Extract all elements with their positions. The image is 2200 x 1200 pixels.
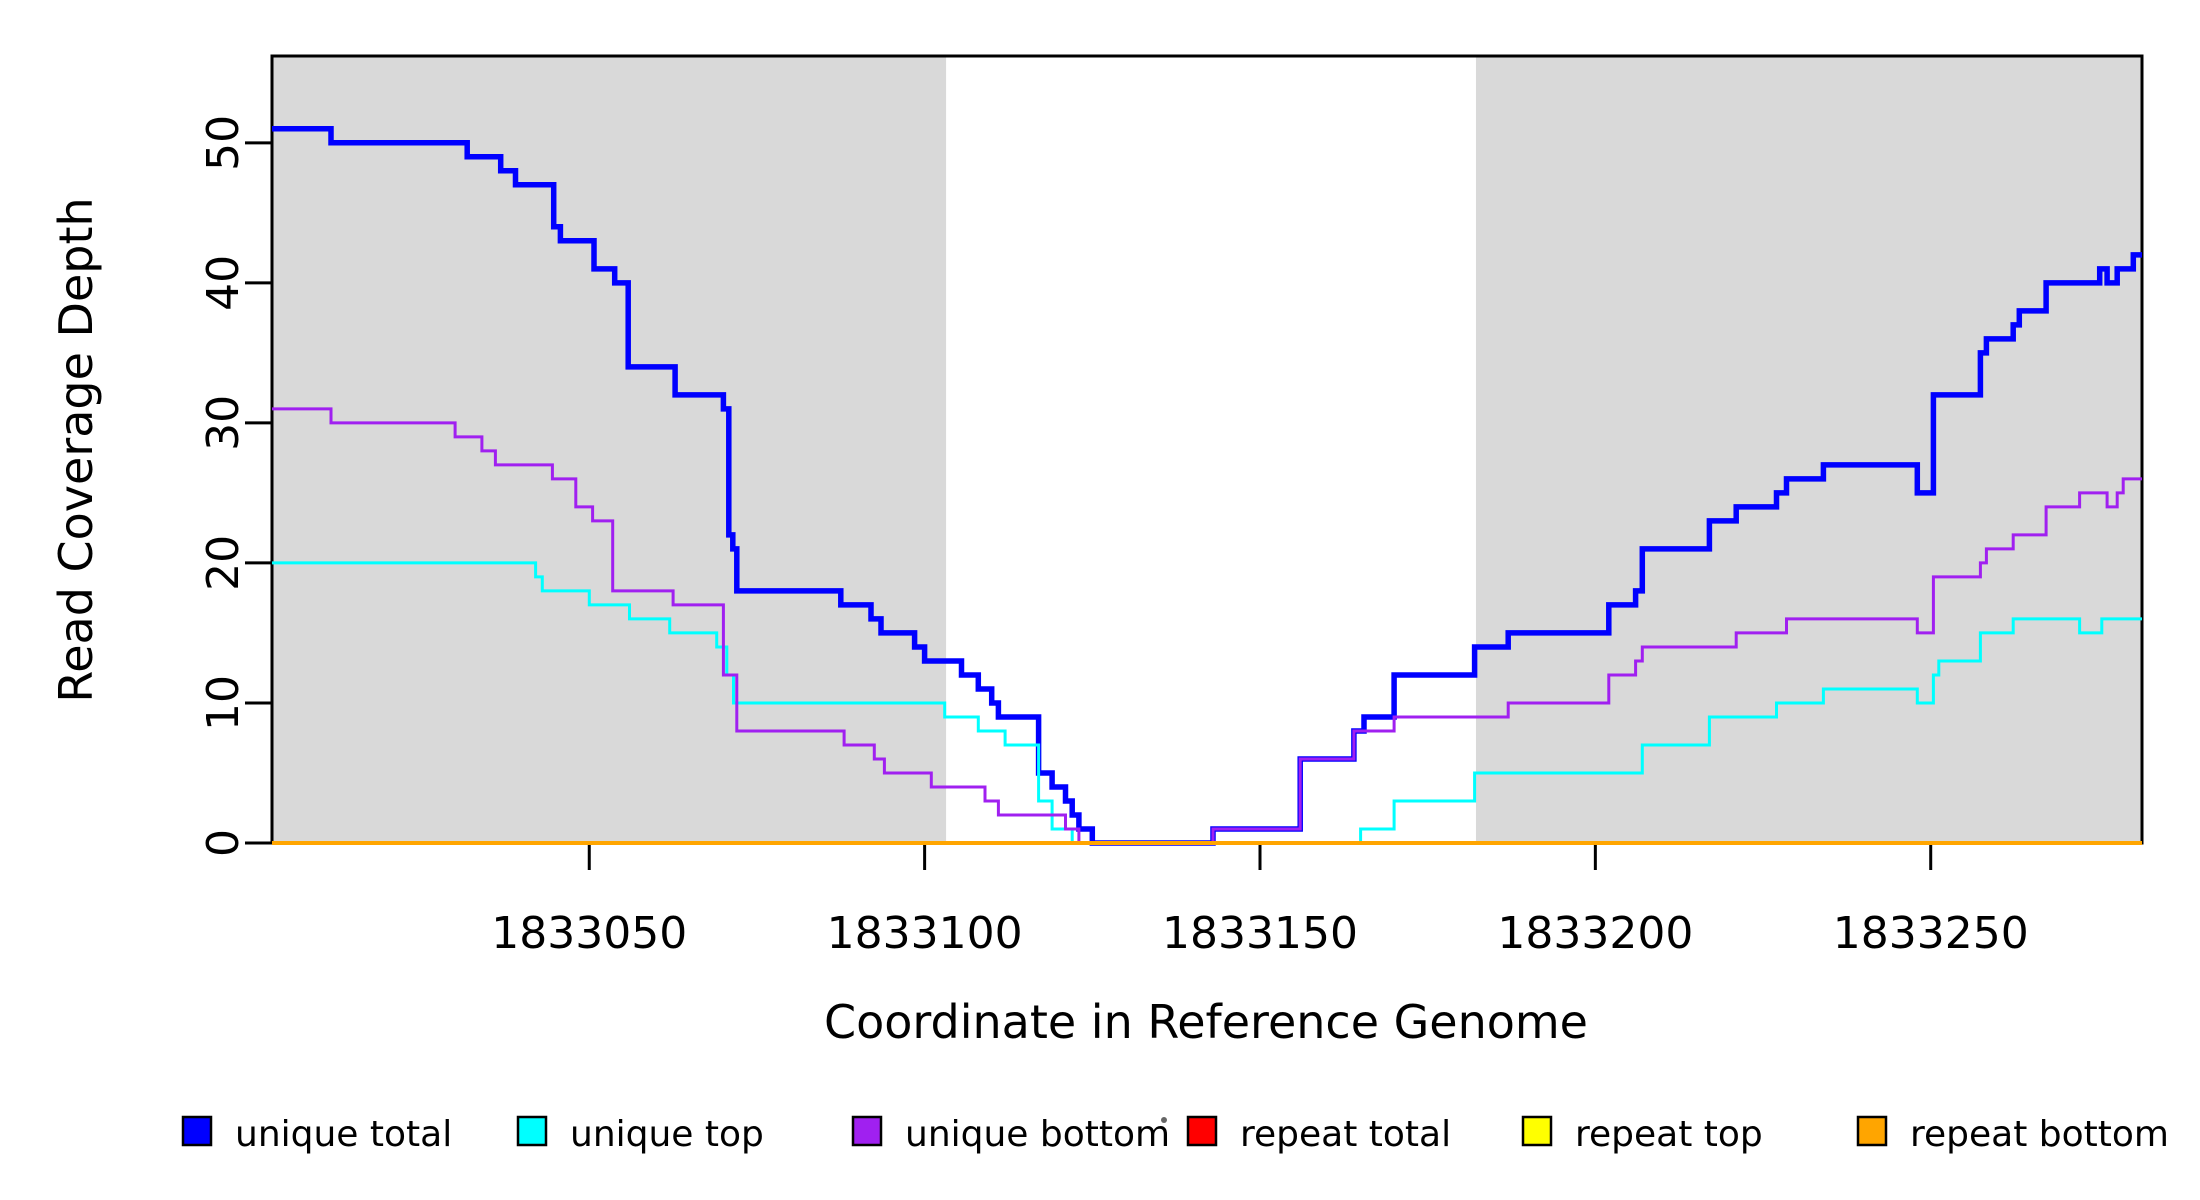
series-lines-layer xyxy=(272,126,2142,846)
axes-frame-layer: 1833050 1833100 1833150 1833200 1833250 0 10 20… xyxy=(198,54,2144,959)
y-tick-label-0: 0 xyxy=(198,829,249,857)
shaded-regions-layer xyxy=(272,56,2142,843)
legend-label-repeat-total: repeat total xyxy=(1240,1114,1451,1155)
shaded-region-right-unique-region xyxy=(1475,56,2142,843)
y-axis-title: Read Coverage Depth xyxy=(49,197,103,702)
legend-swatch-unique-total xyxy=(181,1115,213,1147)
legend-label-repeat-top: repeat top xyxy=(1575,1114,1763,1155)
legend-swatch-repeat-bottom xyxy=(1856,1115,1888,1147)
y-tick-label-20: 20 xyxy=(198,535,249,591)
y-tick-label-40: 40 xyxy=(198,255,249,311)
x-tick-label-1833250: 1833250 xyxy=(1833,908,2029,959)
y-tick-label-50: 50 xyxy=(198,115,249,171)
x-tick-label-1833100: 1833100 xyxy=(827,908,1023,959)
x-tick-label-1833200: 1833200 xyxy=(1497,908,1693,959)
legend-artifact-dot xyxy=(1161,1117,1167,1123)
legend-label-unique-top: unique top xyxy=(570,1114,764,1155)
series-line-unique-total xyxy=(272,126,2142,846)
x-tick-label-1833150: 1833150 xyxy=(1162,908,1358,959)
legend-label-repeat-bottom: repeat bottom xyxy=(1910,1114,2169,1155)
legend-swatch-unique-bottom xyxy=(851,1115,883,1147)
legend-swatch-repeat-top xyxy=(1521,1115,1553,1147)
legend: unique total unique top unique bottom repea… xyxy=(181,1114,2169,1155)
legend-swatch-repeat-total xyxy=(1186,1115,1218,1147)
shaded-region-left-unique-region xyxy=(272,56,947,843)
legend-label-unique-total: unique total xyxy=(235,1114,452,1155)
y-tick-label-10: 10 xyxy=(198,675,249,731)
legend-swatch-unique-top xyxy=(516,1115,548,1147)
y-tick-label-30: 30 xyxy=(198,395,249,451)
x-tick-label-1833050: 1833050 xyxy=(491,908,687,959)
axis-labels-layer: Read Coverage Depth Coordinate in Refere… xyxy=(49,197,1588,1049)
legend-label-unique-bottom: unique bottom xyxy=(905,1114,1170,1155)
x-axis-title: Coordinate in Reference Genome xyxy=(824,995,1588,1049)
series-line-unique-bottom xyxy=(272,407,2142,845)
